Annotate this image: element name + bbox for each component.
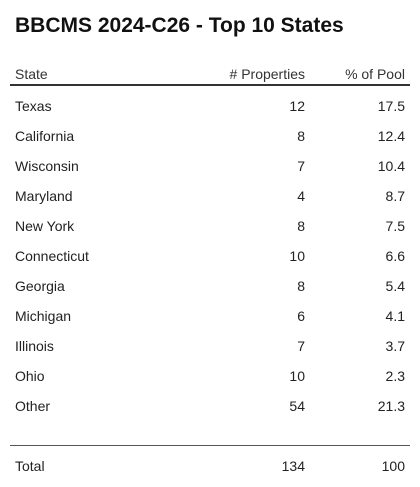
table-row: Michigan 6 4.1 [0,306,420,336]
table-row: California 8 12.4 [0,126,420,156]
row-pool: 5.4 [385,278,405,294]
total-divider [10,445,410,446]
total-pool: 100 [381,458,405,474]
table-row: Other 54 21.3 [0,396,420,426]
table-row: New York 8 7.5 [0,216,420,246]
row-state: Texas [15,98,52,114]
header-state: State [15,66,48,82]
row-state: Connecticut [15,248,89,264]
row-properties: 10 [289,248,305,264]
table-row: Maryland 4 8.7 [0,186,420,216]
row-properties: 7 [297,158,305,174]
row-state: Maryland [15,188,73,204]
row-properties: 54 [289,398,305,414]
row-state: Michigan [15,308,72,324]
row-state: Ohio [15,368,45,384]
row-properties: 8 [297,278,305,294]
table-row: Georgia 8 5.4 [0,276,420,306]
row-state: Wisconsin [15,158,79,174]
row-properties: 4 [297,188,305,204]
row-state: Illinois [15,338,54,354]
table-body: Texas 12 17.5 California 8 12.4 Wisconsi… [0,96,420,426]
row-pool: 2.3 [385,368,405,384]
table-row: Ohio 10 2.3 [0,366,420,396]
table-row: Connecticut 10 6.6 [0,246,420,276]
table-row: Illinois 7 3.7 [0,336,420,366]
row-pool: 12.4 [377,128,405,144]
total-label: Total [15,458,45,474]
table-row: Wisconsin 7 10.4 [0,156,420,186]
row-properties: 6 [297,308,305,324]
row-properties: 8 [297,218,305,234]
row-pool: 17.5 [377,98,405,114]
total-properties: 134 [281,458,305,474]
table-header-row: State # Properties % of Pool [0,66,420,84]
row-pool: 6.6 [385,248,405,264]
row-properties: 12 [289,98,305,114]
header-pool: % of Pool [345,66,405,82]
row-properties: 7 [297,338,305,354]
table-title: BBCMS 2024-C26 - Top 10 States [15,14,344,37]
row-pool: 10.4 [377,158,405,174]
row-state: California [15,128,75,144]
row-pool: 7.5 [385,218,405,234]
header-divider [10,84,410,86]
row-pool: 3.7 [385,338,405,354]
header-properties: # Properties [229,66,305,82]
row-pool: 4.1 [385,308,405,324]
row-state: Other [15,398,51,414]
table-row: Texas 12 17.5 [0,96,420,126]
row-state: New York [15,218,75,234]
row-pool: 8.7 [385,188,405,204]
row-state: Georgia [15,278,65,294]
row-pool: 21.3 [377,398,405,414]
row-properties: 10 [289,368,305,384]
row-properties: 8 [297,128,305,144]
total-row: Total 134 100 [0,458,420,478]
